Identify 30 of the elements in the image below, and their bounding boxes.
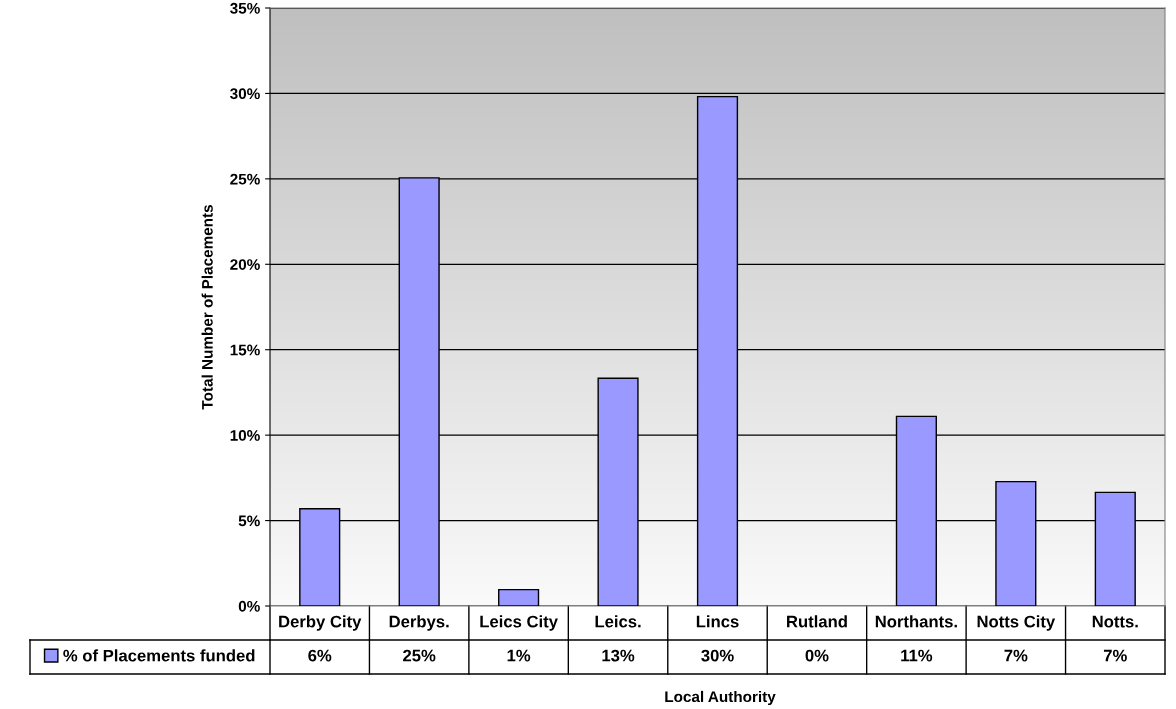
data-label: 30% [701, 649, 734, 662]
data-label: 6% [308, 649, 332, 662]
x-tick-label: Notts City [977, 615, 1056, 631]
x-tick-label: Leics City [480, 615, 558, 631]
data-label: 0% [805, 649, 829, 662]
data-label: 11% [901, 649, 933, 662]
data-label: 25% [403, 649, 436, 662]
y-tick-label: 35% [230, 2, 260, 14]
x-axis-title: Local Authority [665, 690, 776, 706]
data-label: 13% [602, 649, 635, 662]
x-tick-label: Derbys. [389, 615, 449, 631]
legend-label: % of Placements funded [63, 649, 255, 662]
x-tick-label: Northants. [875, 615, 957, 628]
y-tick-label: 30% [230, 88, 260, 100]
y-tick-label: 0% [238, 600, 260, 612]
x-tick-label: Notts. [1092, 615, 1138, 628]
y-tick-label: 25% [230, 173, 260, 185]
y-tick-label: 15% [230, 344, 260, 356]
x-tick-label: Lincs [696, 615, 739, 628]
data-label: 1% [507, 649, 531, 662]
x-tick-label: Derby City [279, 615, 362, 631]
x-tick-label: Rutland [787, 615, 847, 628]
data-label: 7% [1103, 649, 1127, 662]
y-tick-label: 5% [238, 515, 260, 527]
y-tick-label: 10% [230, 430, 260, 441]
x-tick-label: Leics. [595, 615, 641, 628]
y-axis-title: Total Number of Placements [201, 205, 213, 410]
bar [498, 588, 540, 606]
y-tick-label: 20% [230, 259, 260, 270]
data-label: 7% [1004, 649, 1028, 662]
